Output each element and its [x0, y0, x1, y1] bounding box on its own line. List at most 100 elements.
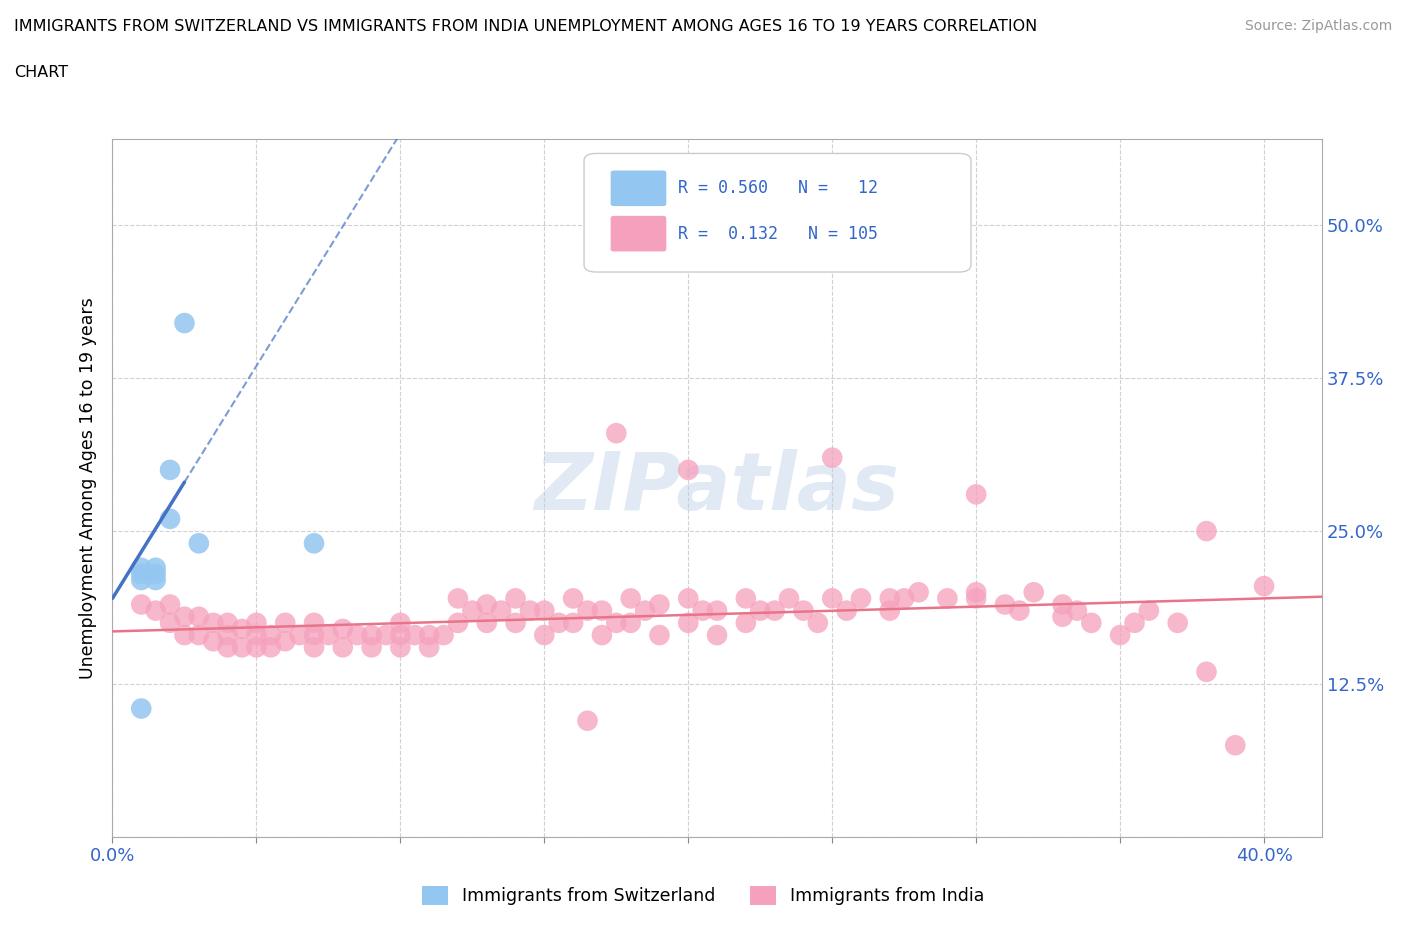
Point: [792, 604, 814, 618]
Point: [562, 616, 585, 631]
Point: [159, 616, 181, 631]
Point: [274, 633, 297, 648]
FancyBboxPatch shape: [583, 153, 972, 272]
Text: R =  0.132   N = 105: R = 0.132 N = 105: [678, 225, 879, 243]
Point: [346, 628, 368, 643]
Point: [835, 604, 858, 618]
Point: [475, 616, 498, 631]
Point: [519, 604, 541, 618]
Point: [302, 536, 325, 551]
Point: [489, 604, 512, 618]
Point: [591, 628, 613, 643]
Point: [778, 591, 800, 605]
Point: [1052, 597, 1074, 612]
Text: CHART: CHART: [14, 65, 67, 80]
Point: [634, 604, 657, 618]
Point: [274, 616, 297, 631]
Point: [145, 604, 167, 618]
Point: [159, 462, 181, 477]
Point: [202, 633, 225, 648]
Point: [1052, 609, 1074, 624]
Point: [807, 616, 830, 631]
Point: [706, 628, 728, 643]
Point: [217, 640, 239, 655]
Point: [1109, 628, 1132, 643]
Point: [533, 628, 555, 643]
Point: [260, 640, 283, 655]
Point: [734, 591, 756, 605]
Point: [893, 591, 915, 605]
Point: [145, 573, 167, 588]
Point: [332, 640, 354, 655]
FancyBboxPatch shape: [610, 170, 666, 206]
Point: [418, 628, 440, 643]
Point: [302, 628, 325, 643]
Point: [763, 604, 786, 618]
Legend: Immigrants from Switzerland, Immigrants from India: Immigrants from Switzerland, Immigrants …: [415, 879, 991, 912]
Point: [591, 604, 613, 618]
Point: [187, 609, 209, 624]
Point: [475, 597, 498, 612]
Point: [965, 585, 987, 600]
Point: [678, 616, 700, 631]
Point: [1167, 616, 1189, 631]
Point: [1123, 616, 1146, 631]
Point: [187, 628, 209, 643]
Point: [217, 628, 239, 643]
Point: [1080, 616, 1102, 631]
Point: [129, 701, 152, 716]
Y-axis label: Unemployment Among Ages 16 to 19 years: Unemployment Among Ages 16 to 19 years: [79, 298, 97, 679]
Point: [217, 616, 239, 631]
Point: [173, 609, 195, 624]
Point: [965, 487, 987, 502]
Point: [576, 713, 599, 728]
Point: [936, 591, 959, 605]
Point: [706, 604, 728, 618]
Point: [245, 616, 267, 631]
Point: [404, 628, 426, 643]
Point: [1225, 737, 1247, 752]
Point: [129, 597, 152, 612]
Point: [129, 566, 152, 581]
Point: [562, 591, 585, 605]
Point: [734, 616, 756, 631]
Point: [389, 616, 412, 631]
Point: [648, 597, 671, 612]
Point: [360, 640, 382, 655]
Text: ZIPatlas: ZIPatlas: [534, 449, 900, 527]
Point: [302, 640, 325, 655]
Point: [418, 640, 440, 655]
Point: [821, 591, 844, 605]
Point: [821, 450, 844, 465]
Point: [620, 591, 643, 605]
Point: [260, 628, 283, 643]
Point: [245, 640, 267, 655]
Point: [447, 616, 470, 631]
Point: [129, 573, 152, 588]
Point: [202, 616, 225, 631]
Point: [245, 628, 267, 643]
Point: [692, 604, 714, 618]
Point: [375, 628, 398, 643]
Point: [461, 604, 484, 618]
Point: [749, 604, 772, 618]
Point: [648, 628, 671, 643]
Point: [231, 640, 253, 655]
Text: IMMIGRANTS FROM SWITZERLAND VS IMMIGRANTS FROM INDIA UNEMPLOYMENT AMONG AGES 16 : IMMIGRANTS FROM SWITZERLAND VS IMMIGRANT…: [14, 19, 1038, 33]
Point: [1066, 604, 1088, 618]
Point: [678, 462, 700, 477]
Point: [231, 621, 253, 636]
Point: [447, 591, 470, 605]
Point: [302, 616, 325, 631]
Point: [678, 591, 700, 605]
Point: [145, 566, 167, 581]
Point: [907, 585, 929, 600]
Point: [965, 591, 987, 605]
Point: [994, 597, 1017, 612]
Point: [505, 591, 527, 605]
Point: [605, 426, 627, 441]
Point: [533, 604, 555, 618]
Point: [318, 628, 340, 643]
Point: [432, 628, 454, 643]
Point: [605, 616, 627, 631]
